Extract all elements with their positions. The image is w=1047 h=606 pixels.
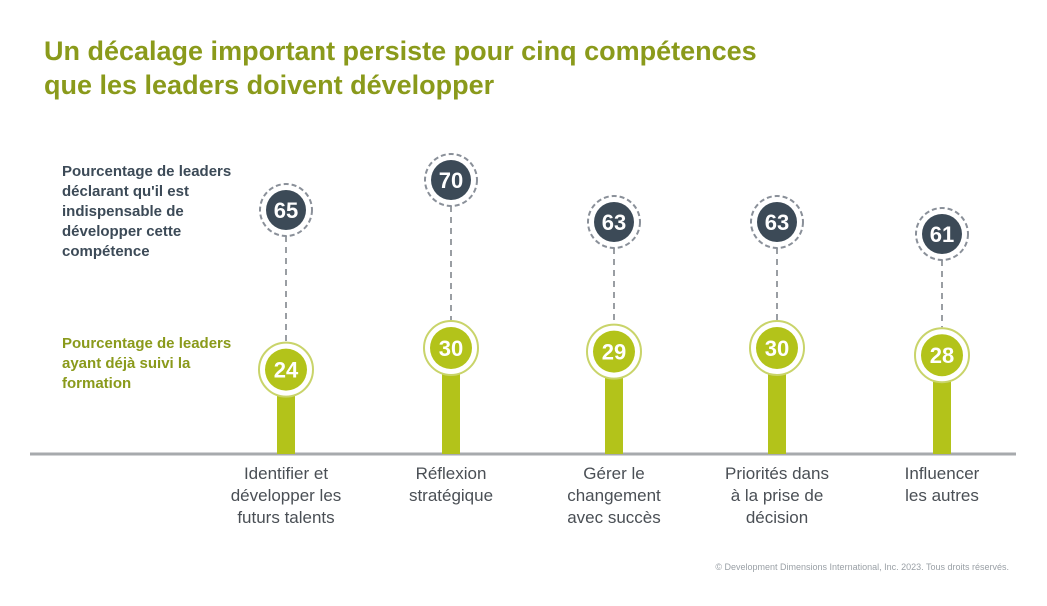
- trained-marker: [265, 348, 307, 391]
- category-label-line: développer les: [230, 486, 342, 505]
- trained-marker: [921, 334, 963, 377]
- chart-title: Un décalage important persiste pour cinq…: [44, 34, 944, 102]
- trained-value-label: 29: [602, 340, 626, 365]
- trained-value-label: 30: [765, 336, 789, 361]
- category-label-line: Influencer: [904, 464, 980, 483]
- essential-marker: [594, 202, 634, 242]
- category-label: Influencer les autres: [867, 463, 1017, 507]
- essential-value-label: 70: [439, 168, 463, 193]
- trained-marker: [430, 327, 472, 369]
- essential-value-label: 63: [765, 210, 789, 235]
- essential-value-label: 63: [602, 210, 626, 235]
- category-label: Identifier et développer les futurs talent…: [211, 463, 361, 529]
- category-label: Gérer le changement avec succès: [539, 463, 689, 529]
- legend-label-trained: Pourcentage de leaders ayant déjà suivi …: [62, 335, 232, 392]
- chart-title-line1: Un décalage important persiste pour cinq…: [44, 36, 757, 66]
- trained-marker: [593, 330, 635, 373]
- essential-value-label: 65: [274, 198, 298, 223]
- category-label-line: stratégique: [408, 486, 494, 505]
- essential-marker: [757, 202, 797, 242]
- category-label-line: Gérer le: [583, 464, 645, 483]
- trained-value-label: 30: [439, 336, 463, 361]
- copyright-notice: © Development Dimensions International, …: [715, 562, 1009, 572]
- category-label-line: Priorités dans: [725, 464, 829, 483]
- category-label-line: décision: [745, 508, 809, 527]
- essential-value-label: 61: [930, 222, 954, 247]
- legend-label-essential: Pourcentage de leaders déclarant qu'il e…: [62, 163, 232, 260]
- category-label-line: les autres: [905, 486, 979, 505]
- category-label-line: futurs talents: [237, 508, 335, 527]
- essential-marker: [922, 214, 962, 254]
- trained-value-label: 24: [274, 358, 299, 383]
- category-label: Réflexion stratégique: [376, 463, 526, 507]
- category-label-line: Identifier et: [243, 464, 329, 483]
- essential-marker: [266, 190, 306, 230]
- category-label: Priorités dans à la prise de décision: [702, 463, 852, 529]
- essential-marker: [431, 160, 471, 200]
- category-label-line: avec succès: [567, 508, 661, 527]
- category-label-line: à la prise de: [730, 486, 824, 505]
- category-label-line: Réflexion: [415, 464, 487, 483]
- category-label-line: changement: [567, 486, 661, 505]
- chart-title-line2: que les leaders doivent développer: [44, 70, 495, 100]
- trained-value-label: 28: [930, 343, 954, 368]
- trained-marker: [756, 327, 798, 369]
